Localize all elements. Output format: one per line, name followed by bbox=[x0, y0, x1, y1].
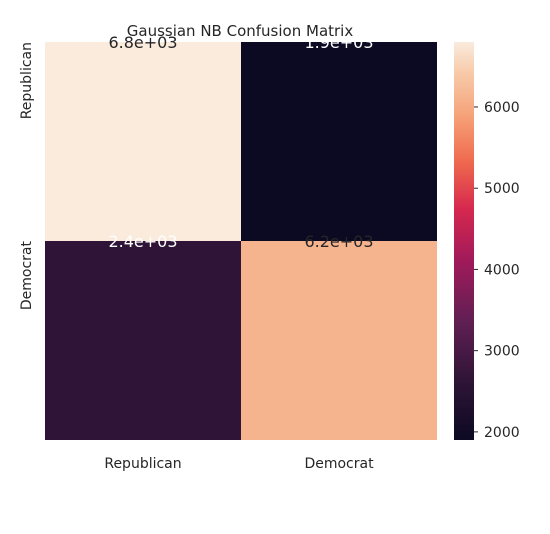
heatmap-cell-0-1 bbox=[241, 42, 437, 241]
cell-annotation-1-1: 6.2e+03 bbox=[304, 232, 373, 251]
colorbar-tick-label: 4000 bbox=[484, 262, 520, 278]
x-tick-label: Democrat bbox=[304, 456, 374, 472]
x-tick-label: Republican bbox=[104, 456, 181, 472]
heatmap-cells bbox=[45, 42, 437, 440]
y-axis-ticks: Republican Democrat bbox=[19, 42, 35, 310]
cell-annotation-0-1: 1.9e+03 bbox=[304, 33, 373, 52]
cell-annotations: 6.8e+03 1.9e+03 2.4e+03 6.2e+03 bbox=[108, 33, 373, 251]
cell-annotation-0-0: 6.8e+03 bbox=[108, 33, 177, 52]
cell-annotation-1-0: 2.4e+03 bbox=[108, 232, 177, 251]
colorbar-tick-label: 2000 bbox=[484, 425, 520, 441]
colorbar-tick-label: 3000 bbox=[484, 344, 520, 360]
colorbar-ticks: 2000 3000 4000 5000 6000 bbox=[474, 100, 520, 441]
heatmap-cell-1-0 bbox=[45, 241, 241, 440]
x-axis-ticks: Republican Democrat bbox=[104, 456, 374, 472]
colorbar-tick-label: 6000 bbox=[484, 100, 520, 116]
colorbar bbox=[454, 42, 474, 440]
y-tick-label: Republican bbox=[19, 42, 35, 119]
heatmap-cell-1-1 bbox=[241, 241, 437, 440]
heatmap-cell-0-0 bbox=[45, 42, 241, 241]
chart-title: Gaussian NB Confusion Matrix bbox=[127, 22, 354, 40]
colorbar-tick-label: 5000 bbox=[484, 181, 520, 197]
y-tick-label: Democrat bbox=[19, 240, 35, 310]
